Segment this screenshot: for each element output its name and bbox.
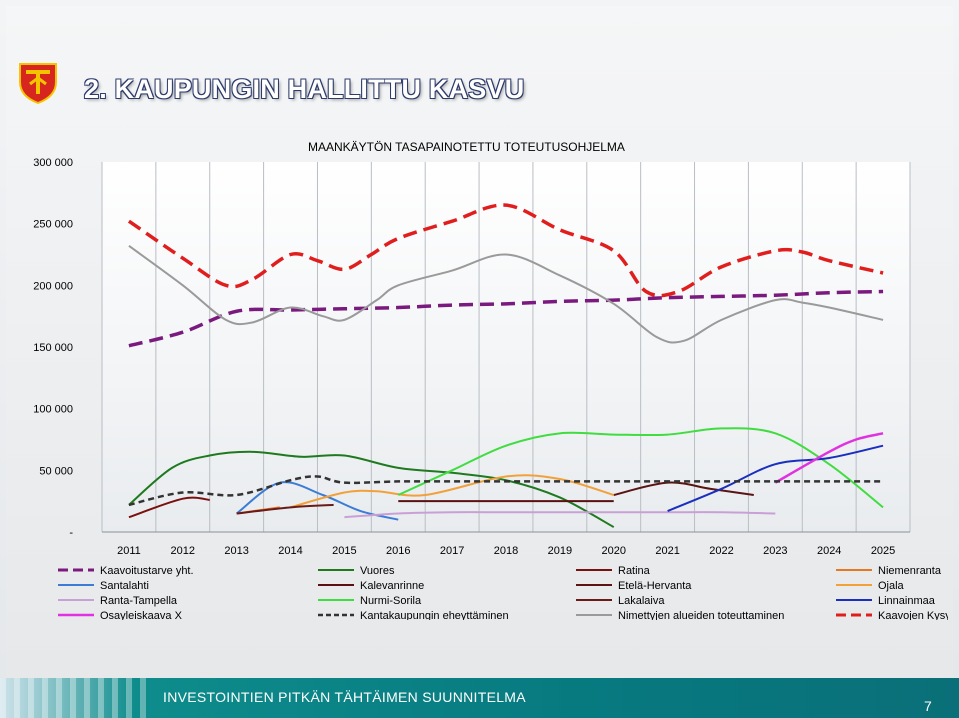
- y-tick-label: 150 000: [33, 342, 73, 354]
- x-tick-label: 2016: [386, 545, 410, 557]
- x-tick-label: 2017: [440, 545, 464, 557]
- slide-title: 2. KAUPUNGIN HALLITTU KASVU: [84, 74, 525, 104]
- x-tick-label: 2024: [817, 545, 841, 557]
- city-crest-icon: [19, 63, 57, 104]
- legend-label: Vuores: [360, 565, 395, 577]
- legend-label: Ojala: [878, 580, 905, 592]
- x-tick-label: 2022: [709, 545, 733, 557]
- legend-label: Kaavoitustarve yht.: [100, 565, 194, 577]
- y-tick-label: 250 000: [33, 219, 73, 231]
- series-line: [127, 203, 884, 298]
- series-lines: [127, 203, 884, 528]
- x-tick-label: 2011: [117, 545, 141, 557]
- x-tick-label: 2013: [224, 545, 248, 557]
- x-tick-label: 2015: [332, 545, 356, 557]
- y-tick-label: 300 000: [33, 157, 73, 169]
- legend: Kaavoitustarve yht. Vuores Ratina Niemenran…: [58, 565, 959, 622]
- y-axis: - 50 000 100 000 150 000 200 000 250 000 300 0…: [33, 157, 73, 539]
- x-axis: 2011 2012 2013 2014 2015 2016 2017 2018 2019 2020…: [117, 545, 895, 557]
- legend-label: Kantakaupungin eheyttäminen: [360, 610, 509, 622]
- legend-label: Santalahti: [100, 580, 149, 592]
- legend-items: Kaavoitustarve yht. Vuores Ratina Niemenran…: [58, 565, 959, 622]
- series-line: [290, 474, 615, 509]
- plot-background: [102, 162, 910, 532]
- legend-label: Kalevanrinne: [360, 580, 424, 592]
- x-tick-label: 2018: [494, 545, 518, 557]
- x-tick-label: 2020: [601, 545, 625, 557]
- legend-label: Lakalaiva: [618, 595, 665, 607]
- page-number: 7: [924, 698, 932, 714]
- legend-label: Osayleiskaava X: [100, 610, 183, 622]
- chart-grid: [101, 162, 911, 533]
- series-line: [128, 496, 210, 519]
- legend-label: Linnainmaa: [878, 595, 936, 607]
- plot-area: [102, 162, 910, 532]
- legend-label: Niemenranta: [878, 565, 942, 577]
- y-tick-label: 100 000: [33, 404, 73, 416]
- series-line: [128, 289, 884, 348]
- x-tick-label: 2025: [871, 545, 895, 557]
- y-tick-label: -: [69, 527, 73, 539]
- x-tick-label: 2019: [548, 545, 572, 557]
- y-tick-label: 200 000: [33, 280, 73, 292]
- series-line: [128, 245, 884, 344]
- y-tick-label: 50 000: [39, 465, 73, 477]
- series-line: [128, 475, 884, 507]
- series-line: [397, 427, 884, 509]
- footer-decoration: [0, 678, 150, 718]
- legend-label: Nimettyjen alueiden toteuttaminen: [618, 610, 784, 622]
- legend-label: Ranta-Tampella: [100, 595, 178, 607]
- legend-label: Ratina: [618, 565, 651, 577]
- x-tick-label: 2021: [655, 545, 679, 557]
- x-tick-label: 2023: [763, 545, 787, 557]
- series-line: [344, 511, 776, 519]
- legend-label: Etelä-Hervanta: [618, 580, 692, 592]
- legend-label: Kaavojen Kysyntä: [878, 610, 959, 622]
- series-line: [128, 450, 615, 528]
- series-line: [236, 503, 334, 515]
- footer-text: INVESTOINTIEN PITKÄN TÄHTÄIMEN SUUNNITEL…: [163, 689, 526, 705]
- footer-bar: INVESTOINTIEN PITKÄN TÄHTÄIMEN SUUNNITEL…: [0, 678, 959, 718]
- series-line: [613, 481, 754, 496]
- chart-title: MAANKÄYTÖN TASAPAINOTETTU TOTEUTUSOHJELM…: [308, 140, 625, 154]
- x-tick-label: 2012: [171, 545, 195, 557]
- legend-label: Nurmi-Sorila: [360, 595, 422, 607]
- x-tick-label: 2014: [278, 545, 302, 557]
- series-line: [667, 444, 884, 512]
- series-line: [774, 432, 884, 484]
